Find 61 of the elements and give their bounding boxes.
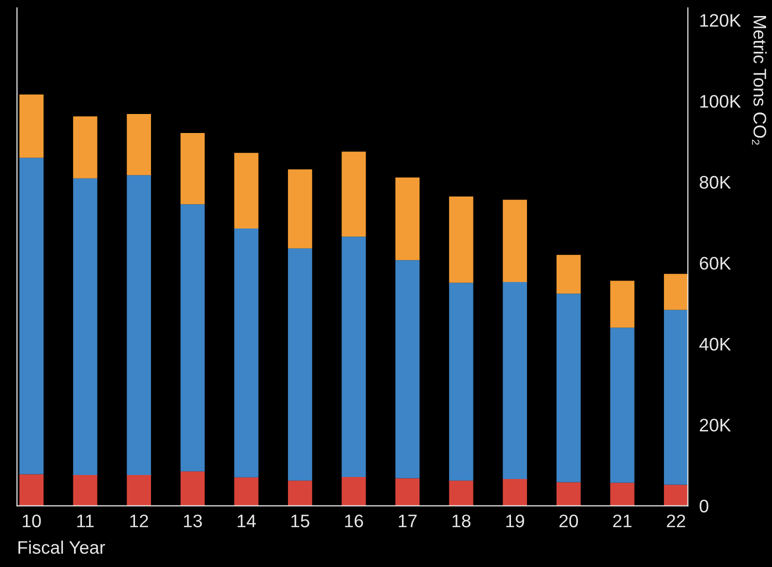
x-axis-title: Fiscal Year xyxy=(18,540,106,554)
y-tick-label: 100K xyxy=(700,94,741,108)
bar xyxy=(610,328,634,483)
bar xyxy=(234,477,258,506)
x-tick-label: 22 xyxy=(666,514,686,528)
bar xyxy=(449,282,474,481)
bar xyxy=(288,480,312,506)
y-tick-label: 120K xyxy=(700,14,741,27)
bar xyxy=(19,158,44,474)
bar xyxy=(502,200,527,282)
bar xyxy=(126,475,151,506)
bar xyxy=(73,178,98,476)
bar xyxy=(288,169,312,248)
y-tick-label: 40K xyxy=(699,338,731,351)
bar xyxy=(449,196,474,283)
bar xyxy=(664,484,688,506)
x-tick-label: 14 xyxy=(238,514,256,528)
x-tick-label: 19 xyxy=(506,514,524,528)
x-tick-label: 15 xyxy=(291,514,310,528)
x-tick-label: 12 xyxy=(130,514,148,528)
bar xyxy=(664,310,688,485)
y-tick-label: 60K xyxy=(700,256,731,270)
bar xyxy=(73,116,98,178)
bar xyxy=(234,152,258,229)
bar xyxy=(610,280,634,328)
bar xyxy=(126,175,151,476)
bar xyxy=(19,94,44,158)
bar xyxy=(342,236,366,478)
bar xyxy=(502,282,527,480)
bar xyxy=(180,471,205,506)
y-tick-label: 0 xyxy=(700,500,708,512)
x-tick-label: 18 xyxy=(452,514,470,528)
bar xyxy=(342,152,366,237)
y-axis-title: Metric Tons CO₂ xyxy=(752,16,767,145)
x-tick-label: 16 xyxy=(345,514,364,528)
x-tick-label: 13 xyxy=(184,514,202,528)
bar xyxy=(502,479,527,506)
bar xyxy=(73,475,98,506)
x-tick-label: 10 xyxy=(22,514,41,528)
bar xyxy=(19,474,44,506)
bar xyxy=(180,204,205,472)
bar xyxy=(395,178,420,260)
bar xyxy=(449,480,474,506)
y-tick-label: 20K xyxy=(700,418,731,432)
bar xyxy=(126,114,151,176)
bar xyxy=(180,133,205,204)
bar xyxy=(556,482,581,506)
bar xyxy=(610,482,634,506)
x-tick-label: 20 xyxy=(559,514,578,528)
y-tick-label: 80K xyxy=(700,176,731,189)
bar xyxy=(664,274,688,310)
bar xyxy=(395,260,420,478)
bar xyxy=(288,248,312,481)
bar xyxy=(556,294,581,482)
x-tick-label: 17 xyxy=(398,514,417,528)
bar xyxy=(395,478,420,506)
bar xyxy=(234,228,258,478)
bar xyxy=(556,254,581,294)
bar xyxy=(342,477,366,506)
x-tick-label: 21 xyxy=(613,514,632,528)
x-tick-label: 11 xyxy=(77,514,94,528)
